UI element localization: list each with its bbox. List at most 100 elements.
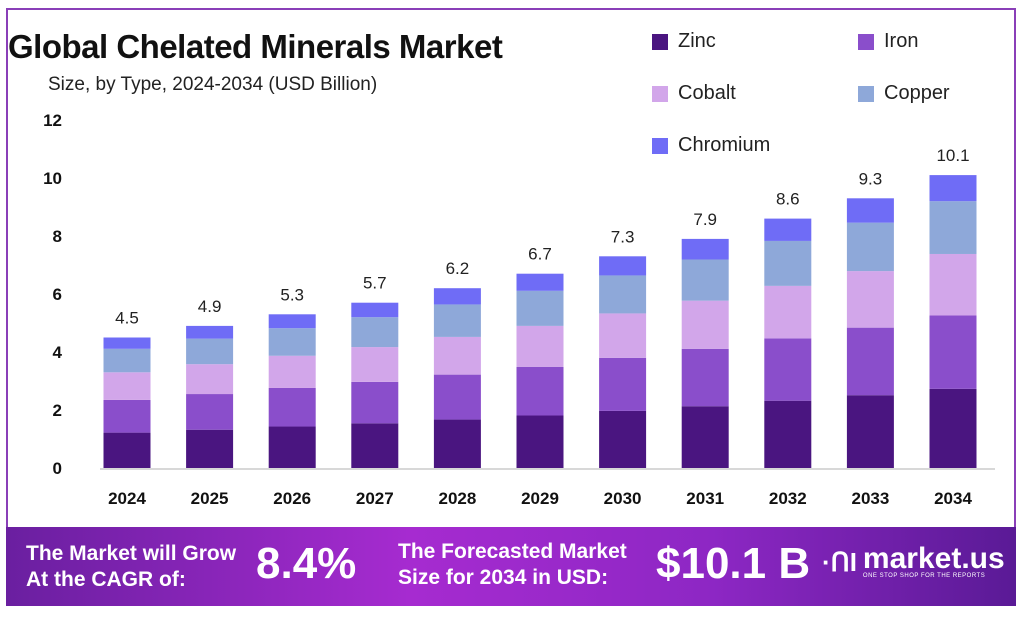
forecast-value: $10.1 B [656, 539, 811, 588]
bar-segment-copper [929, 201, 977, 254]
bar-segment-iron [599, 357, 647, 411]
total-data-label: 9.3 [859, 169, 883, 188]
bar-segment-iron [681, 348, 729, 407]
cagr-label: The Market will Grow At the CAGR of: [26, 541, 236, 593]
legend-item-chromium: Chromium [652, 134, 770, 157]
legend-swatch [652, 85, 668, 102]
bar-segment-chromium [186, 325, 234, 339]
y-tick-label: 6 [53, 285, 62, 304]
bar-segment-copper [681, 259, 729, 301]
total-data-label: 7.3 [611, 227, 635, 246]
y-tick-label: 12 [43, 111, 62, 130]
bar-segment-cobalt [268, 355, 316, 388]
brand-logo: ·ՈI market.us ONE STOP SHOP FOR THE REPOR… [822, 542, 1005, 580]
chart-title: Global Chelated Minerals Market [8, 28, 503, 65]
brand-name: market.us [862, 542, 1005, 575]
cagr-label-line1: The Market will Grow [26, 542, 237, 565]
bar-segment-copper [599, 275, 647, 314]
bar-segment-copper [433, 304, 481, 337]
legend-swatch [858, 85, 874, 102]
x-tick-label: 2031 [686, 489, 724, 508]
bar-segment-cobalt [516, 325, 564, 367]
bar-segment-iron [516, 366, 564, 416]
bar-segment-cobalt [681, 300, 729, 349]
legend-swatch [652, 33, 668, 50]
total-data-label: 5.3 [280, 285, 304, 304]
bar-segment-cobalt [186, 364, 234, 395]
x-tick-label: 2033 [851, 489, 889, 508]
legend-item-zinc: Zinc [652, 30, 716, 53]
bar-segment-iron [268, 387, 316, 427]
summary-banner: The Market will Grow At the CAGR of: 8.4%… [6, 527, 1016, 606]
bar-segment-zinc [764, 400, 812, 468]
bar-segment-cobalt [929, 253, 977, 316]
bar-segment-cobalt [103, 372, 151, 400]
bar-segment-chromium [846, 198, 894, 223]
bar-segment-chromium [681, 238, 729, 260]
bar-segment-iron [929, 315, 977, 389]
y-tick-label: 0 [53, 459, 62, 478]
bar-segment-chromium [929, 175, 977, 202]
bar-segment-cobalt [351, 347, 399, 382]
bar-segment-zinc [929, 388, 977, 468]
forecast-label-line1: The Forecasted Market [398, 540, 627, 563]
bar-segment-chromium [516, 273, 564, 291]
legend-swatch [652, 137, 668, 154]
x-tick-label: 2032 [769, 489, 807, 508]
bar-segment-zinc [433, 419, 481, 468]
total-data-label: 8.6 [776, 190, 800, 209]
y-tick-label: 8 [53, 227, 62, 246]
brand-logo-icon: ·ՈI [822, 546, 857, 577]
bar-segment-zinc [599, 410, 647, 468]
bar-segment-chromium [599, 256, 647, 276]
bar-segment-copper [516, 290, 564, 326]
total-data-label: 7.9 [693, 210, 717, 229]
x-tick-label: 2024 [108, 489, 146, 508]
bar-segment-cobalt [846, 271, 894, 328]
bar-segment-iron [103, 399, 151, 433]
bar-segment-cobalt [599, 313, 647, 358]
bar-segment-zinc [268, 426, 316, 468]
x-tick-label: 2027 [356, 489, 394, 508]
forecast-label: The Forecasted Market Size for 2034 in US… [398, 539, 627, 591]
bar-segment-copper [186, 338, 234, 365]
total-data-label: 4.5 [115, 309, 139, 328]
total-data-label: 4.9 [198, 297, 222, 316]
bar-segment-zinc [846, 395, 894, 468]
x-tick-label: 2026 [273, 489, 311, 508]
x-tick-label: 2034 [934, 489, 972, 508]
total-data-label: 6.2 [446, 259, 470, 278]
bar-segment-chromium [433, 288, 481, 305]
bar-segment-zinc [681, 406, 729, 468]
cagr-value: 8.4% [256, 539, 357, 588]
bar-segment-iron [186, 394, 234, 430]
bar-segment-zinc [103, 432, 151, 468]
bar-segment-copper [764, 240, 812, 286]
legend-label: Cobalt [678, 82, 736, 104]
cagr-label-line2: At the CAGR of: [26, 568, 186, 591]
bar-segment-iron [351, 381, 399, 424]
bar-segment-copper [268, 328, 316, 356]
legend-label: Chromium [678, 134, 771, 156]
y-tick-label: 4 [53, 343, 63, 362]
legend-item-iron: Iron [858, 30, 918, 53]
legend-item-cobalt: Cobalt [652, 82, 736, 105]
bar-segment-zinc [351, 423, 399, 468]
forecast-label-line2: Size for 2034 in USD: [398, 566, 609, 589]
y-tick-label: 2 [53, 401, 62, 420]
bar-segment-iron [846, 327, 894, 396]
bar-segment-cobalt [764, 285, 812, 339]
total-data-label: 10.1 [936, 146, 969, 165]
x-tick-label: 2028 [438, 489, 476, 508]
legend-label: Iron [884, 30, 919, 52]
x-tick-label: 2029 [521, 489, 559, 508]
bar-segment-chromium [351, 302, 399, 318]
bar-segment-chromium [103, 337, 151, 349]
chart-subtitle: Size, by Type, 2024-2034 (USD Billion) [48, 74, 378, 95]
bar-segment-chromium [764, 218, 812, 241]
brand-tagline: ONE STOP SHOP FOR THE REPORTS [862, 573, 986, 579]
bar-segment-iron [764, 338, 812, 401]
bar-segment-iron [433, 374, 481, 420]
bar-segment-chromium [268, 314, 316, 329]
